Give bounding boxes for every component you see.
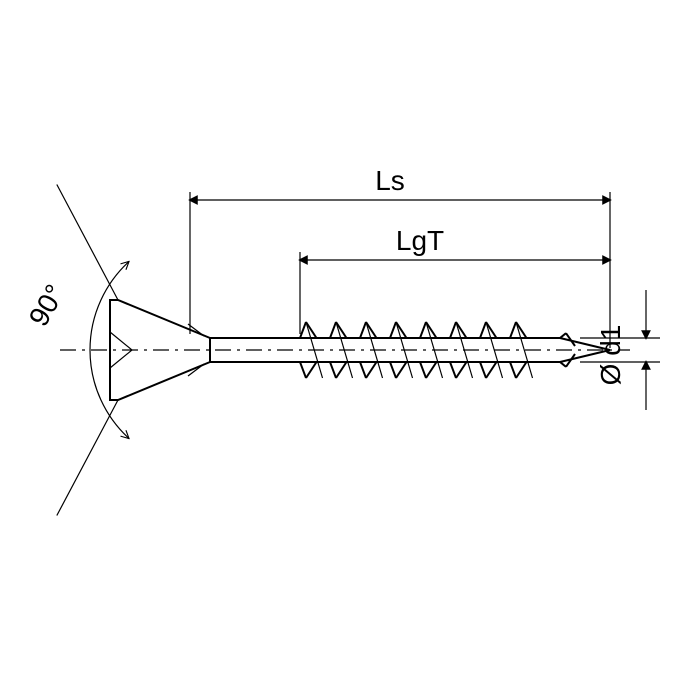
dim-label-ls: Ls — [375, 165, 405, 196]
dim-label-d1: Ø d1 — [595, 325, 626, 386]
dim-label-lgt: LgT — [396, 225, 444, 256]
